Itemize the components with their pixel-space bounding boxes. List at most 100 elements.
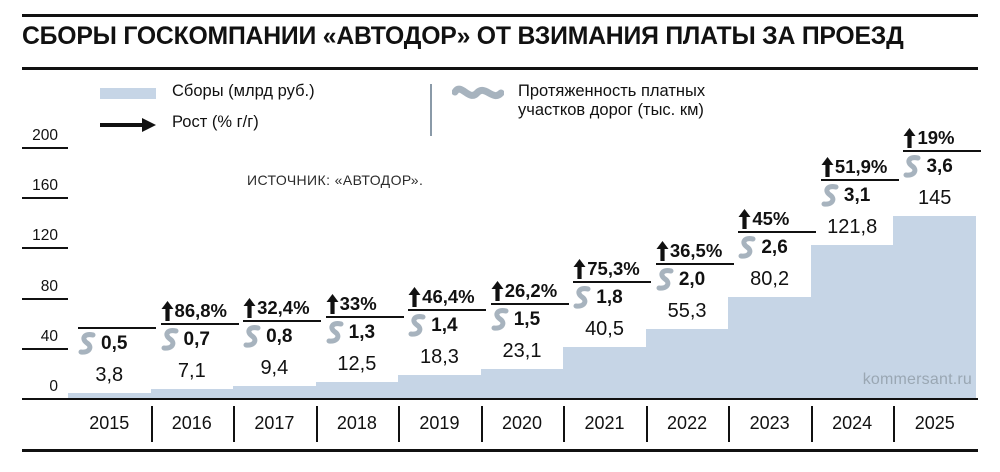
bar-2020 [480, 369, 564, 398]
y-axis-tick [22, 197, 68, 200]
growth-percent-label: 86,8% [161, 300, 243, 322]
bar-2016 [150, 389, 234, 398]
growth-percent-label: 33% [326, 293, 408, 315]
bar-2022 [645, 328, 729, 398]
column-annotation-2020: 26,2% 1,5 [490, 280, 573, 333]
road-length-label: 1,8 [573, 285, 655, 311]
source-note: ИСТОЧНИК: «АВТОДОР». [247, 172, 424, 188]
y-axis-label: 200 [32, 127, 58, 144]
x-axis-label-2019: 2019 [419, 412, 460, 433]
y-axis-label: 160 [32, 177, 58, 195]
growth-percent-label: 26,2% [491, 280, 573, 302]
title-underrule [22, 67, 978, 70]
bar-value-label: 40,5 [585, 318, 624, 341]
wave-icon [451, 83, 505, 105]
road-length-label: 2,0 [656, 267, 738, 293]
x-axis-label-2016: 2016 [171, 412, 212, 433]
bar-value-label: 3,8 [95, 364, 124, 387]
bar-2019 [398, 375, 481, 398]
bar-value-label: 7,1 [177, 360, 206, 383]
top-rule [22, 14, 978, 17]
x-axis-label-2017: 2017 [254, 412, 295, 433]
annotation-divider [820, 179, 899, 182]
column-annotation-2017: 32,4% 0,8 [243, 297, 325, 350]
road-length-label: 1,3 [326, 320, 408, 346]
road-length-label: 2,6 [738, 235, 820, 261]
growth-percent-label: 75,3% [573, 258, 655, 280]
column-annotation-2022: 36,5% 2,0 [655, 240, 738, 293]
bar-value-label: 121,8 [827, 216, 878, 239]
legend-label-fees: Сборы (млрд руб.) [172, 82, 315, 100]
arrow-right-icon [100, 115, 156, 135]
annotation-divider [325, 316, 404, 319]
annotation-divider [78, 327, 156, 330]
x-axis-separator [150, 406, 153, 442]
bar-2025 [893, 216, 976, 398]
legend-label-length: Протяженность платных участков дорог (ты… [518, 82, 706, 119]
x-axis-label-2020: 2020 [501, 412, 542, 433]
bar-value-label: 18,3 [419, 346, 459, 369]
bottom-rule [22, 449, 978, 452]
annotation-divider [160, 323, 239, 326]
y-axis-label: 40 [40, 327, 58, 345]
legend-item-fees: Сборы (млрд руб.) [100, 82, 370, 107]
annotation-divider [243, 320, 322, 323]
annotation-divider [490, 303, 569, 305]
legend-item-growth: Рост (% г/г) [100, 113, 370, 138]
column-annotation-2016: 86,8% 0,7 [160, 300, 243, 353]
y-axis-tick [22, 347, 68, 350]
bar-swatch-icon [100, 88, 156, 99]
bar-value-label: 23,1 [502, 340, 542, 362]
bar-value-label: 12,5 [337, 353, 377, 376]
column-annotation-2015: 0,5 [78, 304, 160, 357]
x-axis-label-2025: 2025 [914, 412, 955, 433]
road-length-label: 1,5 [491, 307, 573, 333]
annotation-divider [655, 262, 734, 265]
legend-item-length: Протяженность платных участков дорог (ты… [451, 82, 732, 119]
road-length-label: 1,4 [408, 313, 490, 339]
chart-legend: Сборы (млрд руб.) Рост (% г/г) [100, 82, 720, 142]
x-axis-separator [645, 406, 648, 442]
bar-2021 [563, 347, 646, 398]
legend-column-right: Протяженность платных участков дорог (ты… [451, 82, 732, 119]
x-axis-separator [728, 406, 731, 442]
page-title: СБОРЫ ГОСКОМПАНИИ «АВТОДОР» ОТ ВЗИМАНИЯ … [22, 22, 904, 50]
column-annotation-2018: 33% 1,3 [325, 293, 408, 346]
x-axis-label-2015: 2015 [89, 412, 130, 433]
x-axis-separator [893, 406, 896, 442]
y-axis-label: 80 [40, 277, 58, 295]
x-axis-label-2018: 2018 [336, 412, 377, 433]
watermark: kommersant.ru [862, 371, 972, 388]
y-axis-tick [22, 247, 68, 250]
x-axis: 2015 2016 2017 2018 2019 2020 2021 2022 2023 2024… [22, 400, 978, 446]
bar-2024 [810, 245, 894, 398]
legend-divider [430, 84, 432, 136]
x-axis-label-2021: 2021 [584, 412, 625, 433]
x-axis-separator [398, 406, 401, 442]
growth-percent-label: 19% [903, 127, 985, 149]
bar-2018 [315, 382, 399, 398]
x-axis-separator [563, 406, 566, 442]
x-axis-label-2023: 2023 [749, 412, 790, 433]
axis-baseline [22, 398, 978, 400]
y-axis-tick [22, 147, 68, 149]
road-length-label: 0,7 [161, 327, 243, 353]
column-annotation-2024: 51,9% 3,1 [820, 156, 903, 209]
growth-percent-label: 32,4% [243, 297, 325, 319]
column-annotation-2019: 46,4% 1,4 [408, 286, 490, 339]
annotation-divider [573, 281, 652, 284]
bar-2017 [233, 386, 316, 398]
x-axis-separator [810, 406, 813, 442]
growth-percent-label: 46,4% [408, 286, 490, 308]
annotation-divider [903, 150, 982, 153]
road-length-label: 0,8 [243, 324, 325, 350]
y-axis-tick [22, 297, 68, 300]
y-axis-label: 0 [49, 378, 58, 395]
legend-column-left: Сборы (млрд руб.) Рост (% г/г) [100, 82, 370, 138]
column-annotation-2023: 45% 2,6 [738, 208, 820, 261]
road-length-label: 3,6 [903, 154, 985, 180]
x-axis-label-2022: 2022 [667, 412, 708, 433]
bar-value-label: 55,3 [667, 299, 707, 322]
column-annotation-2025: 19% 3,6 [903, 127, 985, 180]
